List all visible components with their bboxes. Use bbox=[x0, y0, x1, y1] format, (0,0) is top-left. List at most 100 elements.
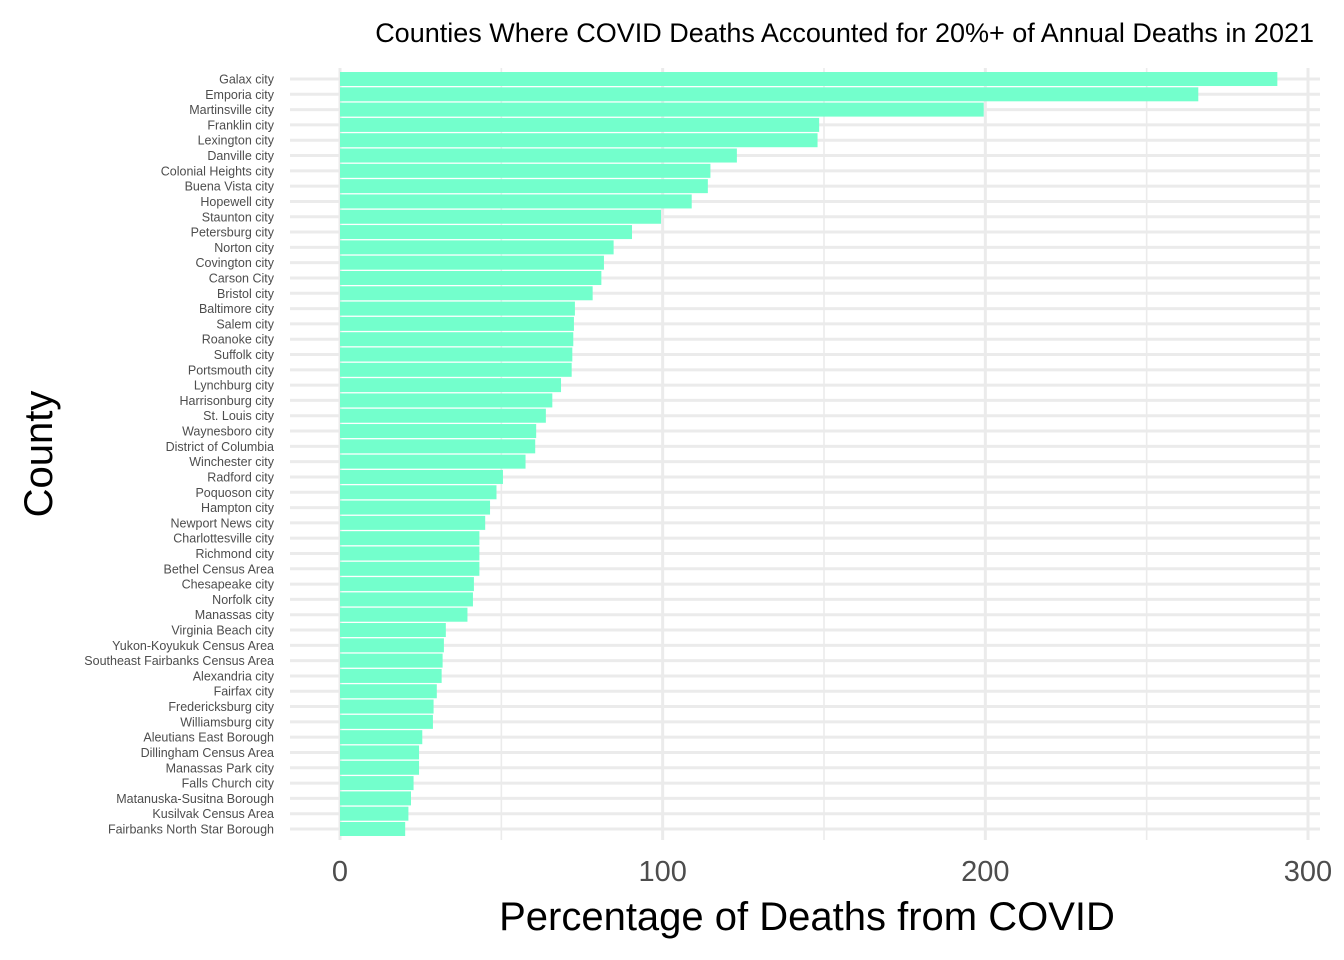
category-label: Norton city bbox=[214, 241, 274, 255]
category-label: Charlottesville city bbox=[173, 532, 274, 546]
bar bbox=[340, 684, 437, 699]
category-label: Poquoson city bbox=[195, 486, 274, 500]
bar bbox=[340, 623, 446, 638]
category-label: Aleutians East Borough bbox=[143, 731, 274, 745]
bar bbox=[340, 133, 818, 148]
bar bbox=[340, 638, 444, 653]
bar bbox=[340, 668, 442, 683]
x-tick-label: 200 bbox=[961, 856, 1009, 888]
category-label: Norfolk city bbox=[212, 593, 275, 607]
category-label: Fairfax city bbox=[214, 685, 275, 699]
category-label: Petersburg city bbox=[191, 226, 275, 240]
category-label: Baltimore city bbox=[199, 302, 275, 316]
category-label: Dillingham Census Area bbox=[141, 746, 274, 760]
bar bbox=[340, 531, 480, 546]
category-label: Carson City bbox=[209, 271, 275, 285]
bar bbox=[340, 378, 562, 393]
bar bbox=[340, 806, 409, 821]
bar bbox=[340, 760, 420, 775]
category-label: Buena Vista city bbox=[185, 180, 275, 194]
category-label: Hampton city bbox=[201, 501, 275, 515]
category-label: Emporia city bbox=[205, 88, 275, 102]
bar bbox=[340, 439, 536, 454]
category-label: Colonial Heights city bbox=[161, 164, 275, 178]
category-label: Yukon-Koyukuk Census Area bbox=[112, 639, 274, 653]
bar bbox=[340, 148, 737, 163]
bar bbox=[340, 653, 443, 668]
category-label: Bristol city bbox=[217, 287, 275, 301]
bar bbox=[340, 500, 491, 515]
category-label: Franklin city bbox=[207, 118, 274, 132]
bar bbox=[340, 362, 572, 377]
bar bbox=[340, 592, 473, 607]
x-tick-label: 0 bbox=[332, 856, 348, 888]
bar bbox=[340, 822, 406, 836]
bar bbox=[340, 776, 414, 791]
category-label: Williamsburg city bbox=[180, 715, 275, 729]
bar bbox=[340, 699, 434, 714]
category-label: Galax city bbox=[219, 73, 275, 87]
category-label: St. Louis city bbox=[203, 409, 275, 423]
x-tick-label: 300 bbox=[1284, 856, 1332, 888]
bar bbox=[340, 408, 546, 423]
category-label: Kusilvak Census Area bbox=[152, 807, 274, 821]
category-label: Manassas Park city bbox=[166, 761, 275, 775]
bar bbox=[340, 72, 1278, 86]
bar bbox=[340, 87, 1199, 102]
category-label: Bethel Census Area bbox=[164, 562, 275, 576]
category-label: Waynesboro city bbox=[182, 425, 275, 439]
bar bbox=[340, 515, 486, 530]
category-label: Chesapeake city bbox=[182, 578, 275, 592]
bar bbox=[340, 469, 503, 484]
category-label: Radford city bbox=[207, 470, 274, 484]
bar bbox=[340, 745, 420, 760]
x-tick-label: 100 bbox=[638, 856, 686, 888]
x-axis-title: Percentage of Deaths from COVID bbox=[499, 895, 1115, 939]
bar bbox=[340, 117, 820, 132]
bar bbox=[340, 332, 574, 347]
category-label: Roanoke city bbox=[202, 333, 275, 347]
bar bbox=[340, 546, 480, 561]
category-label: Fredericksburg city bbox=[168, 700, 274, 714]
category-label: Hopewell city bbox=[200, 195, 274, 209]
category-label: Covington city bbox=[195, 256, 274, 270]
category-label: Lexington city bbox=[198, 134, 275, 148]
category-label: Southeast Fairbanks Census Area bbox=[84, 654, 274, 668]
bar bbox=[340, 179, 708, 194]
bar bbox=[340, 561, 480, 576]
bar bbox=[340, 163, 711, 178]
category-label: Newport News city bbox=[171, 516, 275, 530]
category-label: Staunton city bbox=[202, 210, 275, 224]
bar bbox=[340, 791, 411, 806]
bar bbox=[340, 607, 468, 622]
bar bbox=[340, 209, 662, 224]
bar bbox=[340, 714, 433, 729]
category-label: Richmond city bbox=[196, 547, 275, 561]
category-label: Falls Church city bbox=[182, 777, 275, 791]
category-label: Martinsville city bbox=[189, 103, 274, 117]
category-label: Matanuska-Susitna Borough bbox=[116, 792, 274, 806]
category-label: Salem city bbox=[216, 317, 274, 331]
bar bbox=[340, 255, 604, 270]
bar bbox=[340, 270, 602, 285]
bar bbox=[340, 577, 474, 592]
x-tick-labels: 0 100 200 300 bbox=[332, 856, 1332, 888]
bar bbox=[340, 240, 614, 255]
category-label: Fairbanks North Star Borough bbox=[108, 823, 274, 837]
bar bbox=[340, 316, 574, 331]
category-label: Danville city bbox=[207, 149, 274, 163]
category-label: Lynchburg city bbox=[194, 379, 275, 393]
category-label: Harrisonburg city bbox=[180, 394, 275, 408]
bar bbox=[340, 485, 497, 500]
chart-title: Counties Where COVID Deaths Accounted fo… bbox=[375, 18, 1314, 48]
category-label: Manassas city bbox=[195, 608, 275, 622]
bar bbox=[340, 194, 692, 209]
bar bbox=[340, 301, 575, 316]
bar bbox=[340, 225, 633, 240]
category-label: Virginia Beach city bbox=[171, 624, 274, 638]
category-label: Alexandria city bbox=[193, 669, 275, 683]
bar-layer bbox=[340, 72, 1278, 836]
